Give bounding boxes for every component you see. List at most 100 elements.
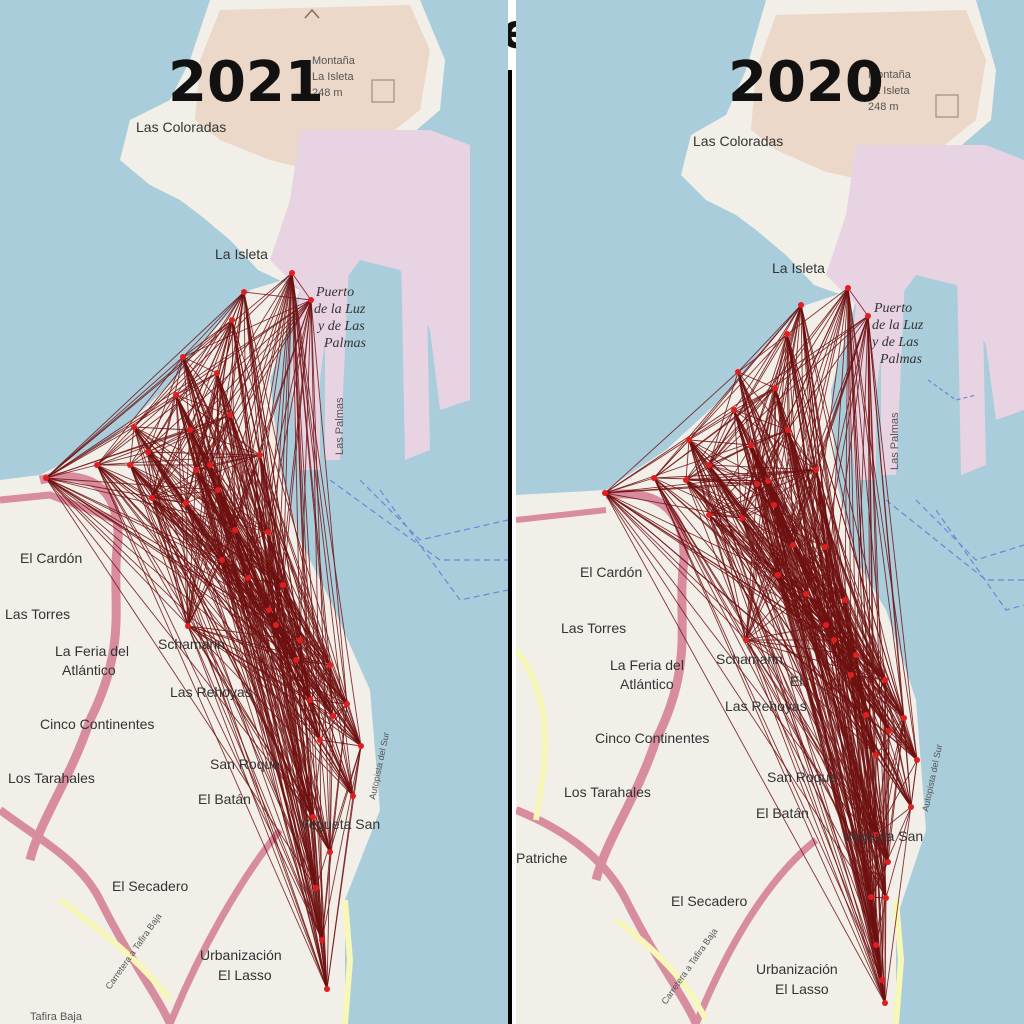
flow-line	[653, 469, 817, 479]
port-label: Puerto	[873, 301, 912, 316]
flow-line	[247, 299, 312, 579]
flow-line	[786, 333, 789, 431]
flow-line	[850, 674, 886, 681]
flow-line	[741, 517, 886, 1004]
place-label: Las Coloradas	[136, 119, 226, 135]
flow-line	[708, 464, 747, 641]
flow-line	[787, 429, 867, 716]
flow-line	[870, 717, 905, 898]
stop-node	[297, 637, 303, 643]
flow-line	[309, 664, 331, 701]
stop-node	[310, 814, 316, 820]
stop-node	[207, 462, 213, 468]
flow-line	[787, 429, 835, 641]
stop-node	[873, 942, 879, 948]
stop-node	[743, 637, 749, 643]
flow-line	[195, 469, 219, 491]
road-label: Carretera a Tafira Baja	[103, 911, 163, 991]
flow-line	[774, 387, 779, 576]
flow-line	[147, 291, 245, 453]
flow-line	[773, 504, 877, 836]
flow-line	[741, 287, 849, 519]
flow-line	[221, 559, 328, 990]
flow-line	[773, 504, 807, 595]
flow-line	[96, 464, 284, 586]
flow-line	[259, 454, 317, 889]
flow-line	[855, 654, 883, 981]
stop-node	[293, 657, 299, 663]
road-label: Carretera a Tafira Baja	[659, 926, 719, 1006]
flow-line	[741, 333, 788, 519]
place-label: El Cardón	[580, 564, 642, 580]
stop-node	[602, 490, 608, 496]
stop-node	[735, 369, 741, 375]
flow-line	[708, 464, 758, 485]
flow-line	[745, 546, 826, 641]
flow-line	[847, 287, 869, 317]
year-label-2021: 2021	[168, 50, 324, 115]
stop-node	[882, 1000, 888, 1006]
flow-line	[309, 699, 362, 747]
flow-line	[777, 574, 877, 946]
flow-line	[151, 497, 328, 990]
stop-node	[319, 937, 325, 943]
place-label: La Isleta	[312, 71, 354, 83]
flow-line	[745, 639, 886, 681]
flow-line	[604, 492, 747, 641]
flow-line	[147, 451, 189, 627]
flow-line	[604, 492, 886, 1004]
flow-line	[175, 394, 328, 990]
flow-line	[875, 897, 887, 946]
place-label: Cinco Continentes	[595, 730, 709, 746]
flow-line	[187, 625, 297, 661]
place-label: Las Torres	[5, 606, 70, 622]
stop-node	[215, 487, 221, 493]
stop-node	[914, 757, 920, 763]
flow-line	[800, 304, 827, 626]
flow-line	[319, 739, 331, 853]
flow-line	[756, 483, 775, 506]
stop-node	[324, 986, 330, 992]
place-label: Tafira Baja	[30, 1011, 83, 1023]
flow-line	[45, 394, 177, 479]
place-label: San Roque	[210, 756, 280, 772]
stop-node	[706, 462, 712, 468]
flow-line	[825, 624, 905, 719]
flow-line	[833, 639, 912, 808]
flow-line	[604, 492, 872, 898]
flow-line	[291, 272, 362, 747]
flow-line	[773, 429, 789, 506]
flow-line	[745, 624, 827, 641]
flow-line	[708, 514, 747, 641]
stop-node	[785, 427, 791, 433]
stop-node	[868, 894, 874, 900]
flow-line	[805, 315, 869, 595]
place-label: La Isleta	[215, 246, 268, 262]
flow-line	[745, 387, 776, 641]
stop-node	[327, 662, 333, 668]
place-label: El Lasso	[775, 981, 829, 997]
flow-line	[805, 593, 886, 681]
place-label: El	[790, 673, 802, 689]
flow-line	[332, 715, 362, 747]
port-label: y de Las	[870, 335, 919, 350]
flow-line	[187, 291, 245, 627]
stop-node	[183, 500, 189, 506]
stop-node	[127, 462, 133, 468]
flow-line	[268, 584, 284, 611]
flow-line	[187, 559, 223, 627]
flow-line	[243, 291, 249, 579]
place-label: El Secadero	[112, 878, 188, 894]
flow-line	[187, 469, 197, 627]
flow-line	[133, 426, 328, 990]
stop-node	[822, 544, 828, 550]
flow-line	[708, 409, 735, 466]
flow-lines	[45, 272, 362, 990]
flow-line	[221, 559, 314, 818]
flow-line	[45, 356, 184, 479]
stop-node	[784, 331, 790, 337]
place-label: El Lasso	[218, 967, 272, 983]
flow-line	[745, 483, 758, 641]
stop-node	[823, 622, 829, 628]
stop-node	[131, 424, 137, 430]
